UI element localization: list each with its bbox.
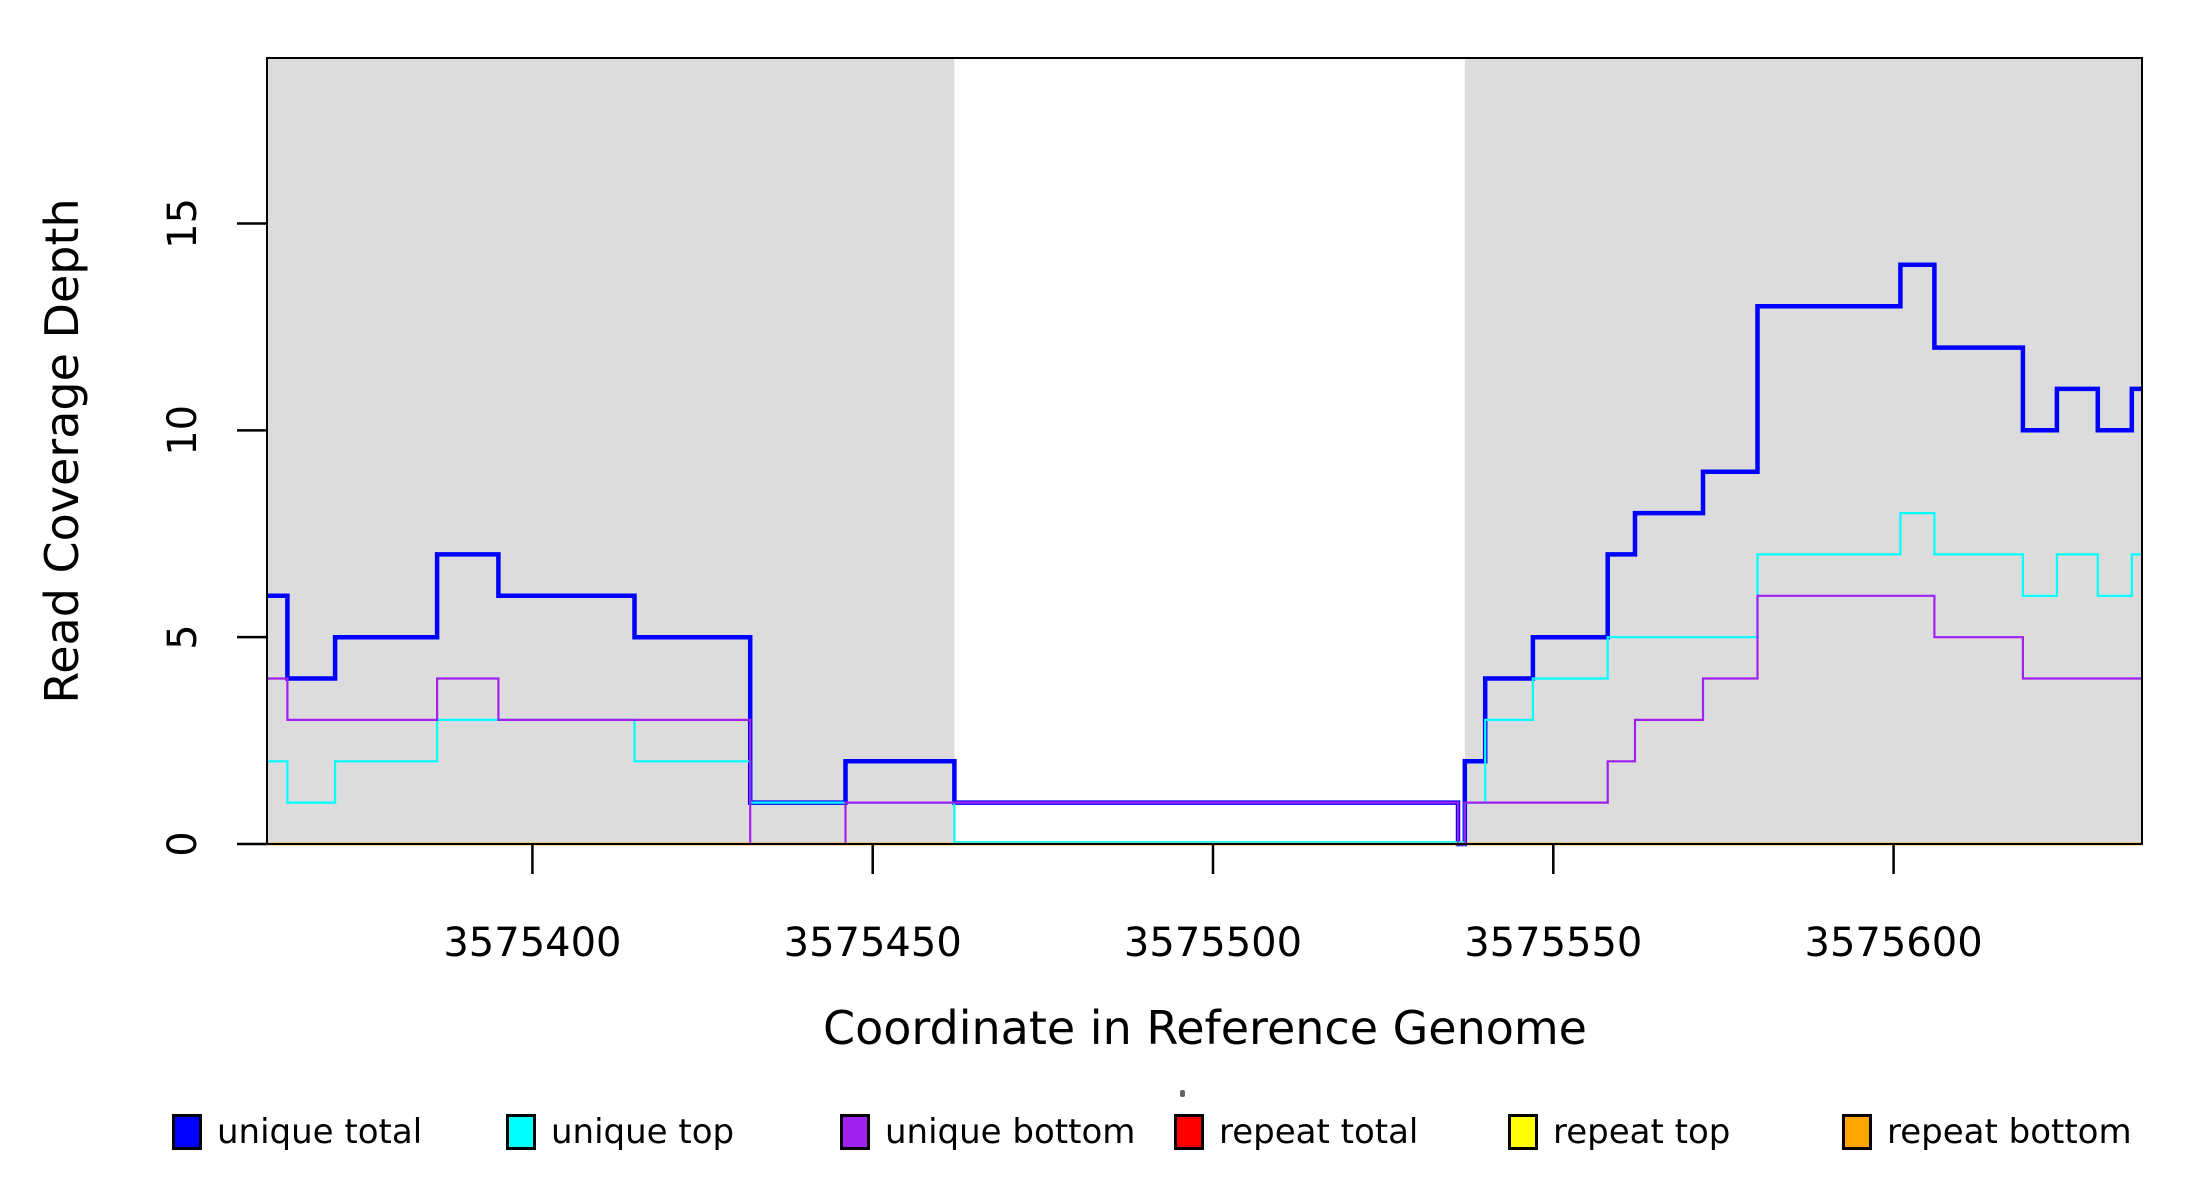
legend-swatch-unique-bottom: [840, 1114, 870, 1150]
series-path-unique-total: [267, 262, 2142, 847]
shaded-region: [267, 58, 955, 844]
legend-item-unique-top: unique top: [506, 1106, 840, 1158]
legend-item-repeat-top: repeat top: [1508, 1106, 1842, 1158]
shaded-regions: [267, 58, 2142, 844]
y-tick-label: 0: [160, 831, 206, 856]
legend-label-unique-top: unique top: [551, 1112, 735, 1152]
legend-item-repeat-bottom: repeat bottom: [1842, 1106, 2176, 1158]
legend-swatch-repeat-bottom: [1842, 1114, 1872, 1150]
y-axis-title: Read Coverage Depth: [35, 198, 89, 703]
legend-label-unique-bottom: unique bottom: [885, 1112, 1136, 1152]
legend-item-unique-total: unique total: [172, 1106, 506, 1158]
x-tick-label: 3575600: [1805, 920, 1983, 966]
legend-label-repeat-total: repeat total: [1219, 1112, 1419, 1152]
y-tick-label: 5: [160, 624, 206, 649]
plot-border-group: [266, 57, 2143, 845]
series-path-unique-bottom: [267, 594, 2142, 846]
legend-swatch-unique-top: [506, 1114, 536, 1150]
legend-item-repeat-total: repeat total: [1174, 1106, 1508, 1158]
stray-mark: [1180, 1090, 1185, 1097]
x-axis: 3575400 3575450 3575500 3575550 3575600: [443, 844, 1983, 966]
shaded-region: [1464, 58, 2142, 844]
legend-label-repeat-top: repeat top: [1553, 1112, 1731, 1152]
x-tick-label: 3575550: [1464, 920, 1642, 966]
y-tick-label: 10: [160, 405, 206, 456]
x-axis-title: Coordinate in Reference Genome: [823, 1001, 1587, 1055]
legend-item-unique-bottom: unique bottom: [840, 1106, 1174, 1158]
series-path-unique-top: [267, 512, 2142, 844]
legend-swatch-unique-total: [172, 1114, 202, 1150]
x-tick-label: 3575500: [1124, 920, 1302, 966]
legend: unique total unique top unique bottom repea…: [0, 1106, 2200, 1158]
plot-border: [266, 57, 2143, 845]
legend-label-unique-total: unique total: [217, 1112, 423, 1152]
x-tick-label: 3575450: [784, 920, 962, 966]
y-axis: 0 5 10 15: [160, 198, 267, 857]
x-tick-label: 3575400: [443, 920, 621, 966]
y-tick-label: 15: [160, 198, 206, 249]
legend-swatch-repeat-total: [1174, 1114, 1204, 1150]
legend-label-repeat-bottom: repeat bottom: [1887, 1112, 2132, 1152]
legend-swatch-repeat-top: [1508, 1114, 1538, 1150]
